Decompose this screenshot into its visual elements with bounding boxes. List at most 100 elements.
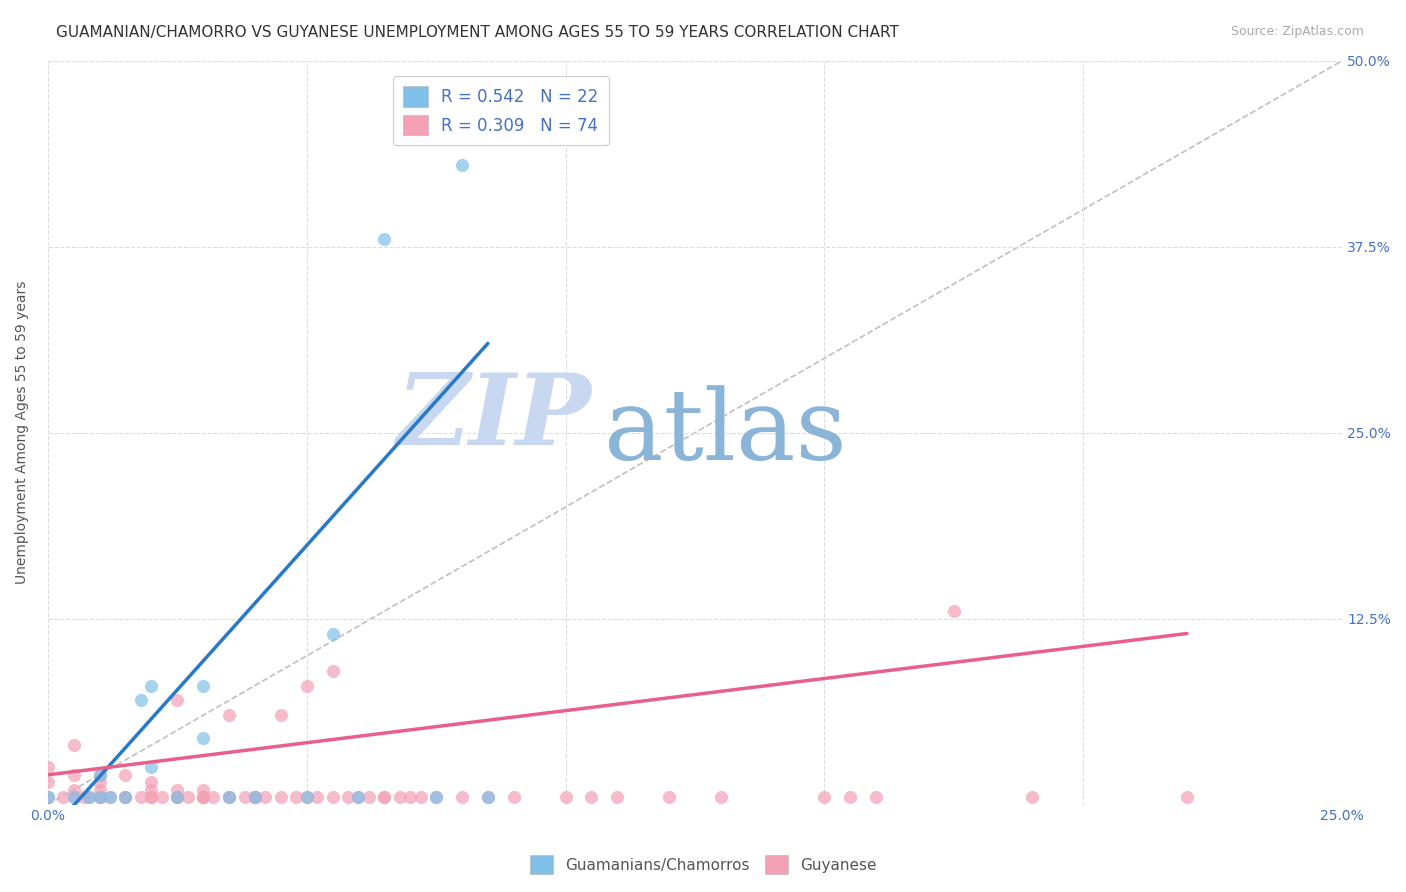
Point (942, 604, 965, 618)
Point (89, 775, 111, 789)
Point (77, 790, 100, 805)
Point (554, 790, 576, 805)
Point (98, 790, 121, 805)
Point (243, 790, 266, 805)
Point (191, 790, 214, 805)
Point (322, 664, 344, 678)
Point (425, 790, 447, 805)
Point (141, 760, 163, 774)
Point (150, 790, 173, 805)
Point (295, 790, 318, 805)
Point (218, 790, 240, 805)
Point (218, 790, 240, 805)
Point (89, 790, 111, 805)
Point (141, 775, 163, 789)
Point (243, 790, 266, 805)
Point (37, 760, 59, 774)
Point (233, 790, 256, 805)
Point (191, 790, 214, 805)
Point (218, 790, 240, 805)
Text: ZIP: ZIP (396, 369, 592, 466)
Point (114, 790, 136, 805)
Point (305, 790, 328, 805)
Point (89, 790, 111, 805)
Point (1021, 790, 1043, 805)
Point (166, 790, 188, 805)
Point (89, 768, 111, 782)
Point (176, 790, 198, 805)
Point (243, 790, 266, 805)
Point (89, 782, 111, 797)
Point (62, 782, 84, 797)
Point (477, 790, 499, 805)
Point (114, 768, 136, 782)
Point (502, 790, 524, 805)
Point (89, 768, 111, 782)
Point (89, 790, 111, 805)
Point (62, 790, 84, 805)
Point (606, 790, 628, 805)
Point (202, 790, 225, 805)
Text: atlas: atlas (605, 384, 848, 481)
Point (285, 790, 308, 805)
Point (141, 679, 163, 693)
Point (409, 790, 432, 805)
Point (451, 790, 474, 805)
Point (477, 790, 499, 805)
Point (322, 790, 344, 805)
Point (141, 782, 163, 797)
Point (270, 708, 292, 723)
Legend: Guamanians/Chamorros, Guyanese: Guamanians/Chamorros, Guyanese (523, 849, 883, 880)
Point (191, 731, 214, 745)
Point (337, 790, 360, 805)
Point (373, 790, 395, 805)
Point (114, 790, 136, 805)
Point (399, 790, 422, 805)
Point (37, 790, 59, 805)
Point (166, 790, 188, 805)
Point (77, 790, 100, 805)
Point (129, 693, 152, 707)
Point (37, 790, 59, 805)
Point (373, 790, 395, 805)
Point (166, 693, 188, 707)
Point (37, 775, 59, 789)
Point (166, 790, 188, 805)
Point (373, 232, 395, 246)
Point (425, 790, 447, 805)
Y-axis label: Unemployment Among Ages 55 to 59 years: Unemployment Among Ages 55 to 59 years (15, 281, 30, 584)
Point (191, 679, 214, 693)
Point (295, 679, 318, 693)
Point (98, 790, 121, 805)
Point (1175, 790, 1198, 805)
Point (347, 790, 370, 805)
Point (191, 782, 214, 797)
Point (166, 782, 188, 797)
Point (322, 626, 344, 640)
Point (710, 790, 733, 805)
Point (388, 790, 411, 805)
Point (114, 790, 136, 805)
Point (839, 790, 862, 805)
Text: Source: ZipAtlas.com: Source: ZipAtlas.com (1230, 25, 1364, 38)
Point (813, 790, 835, 805)
Point (141, 790, 163, 805)
Point (357, 790, 380, 805)
Point (451, 158, 474, 172)
Point (347, 790, 370, 805)
Point (62, 790, 84, 805)
Point (254, 790, 277, 805)
Point (218, 708, 240, 723)
Point (141, 790, 163, 805)
Point (581, 790, 603, 805)
Point (62, 738, 84, 752)
Point (658, 790, 681, 805)
Point (73, 790, 96, 805)
Legend: R = 0.542   N = 22, R = 0.309   N = 74: R = 0.542 N = 22, R = 0.309 N = 74 (394, 77, 609, 145)
Point (270, 790, 292, 805)
Point (865, 790, 887, 805)
Point (62, 768, 84, 782)
Point (52, 790, 75, 805)
Point (191, 790, 214, 805)
Point (129, 790, 152, 805)
